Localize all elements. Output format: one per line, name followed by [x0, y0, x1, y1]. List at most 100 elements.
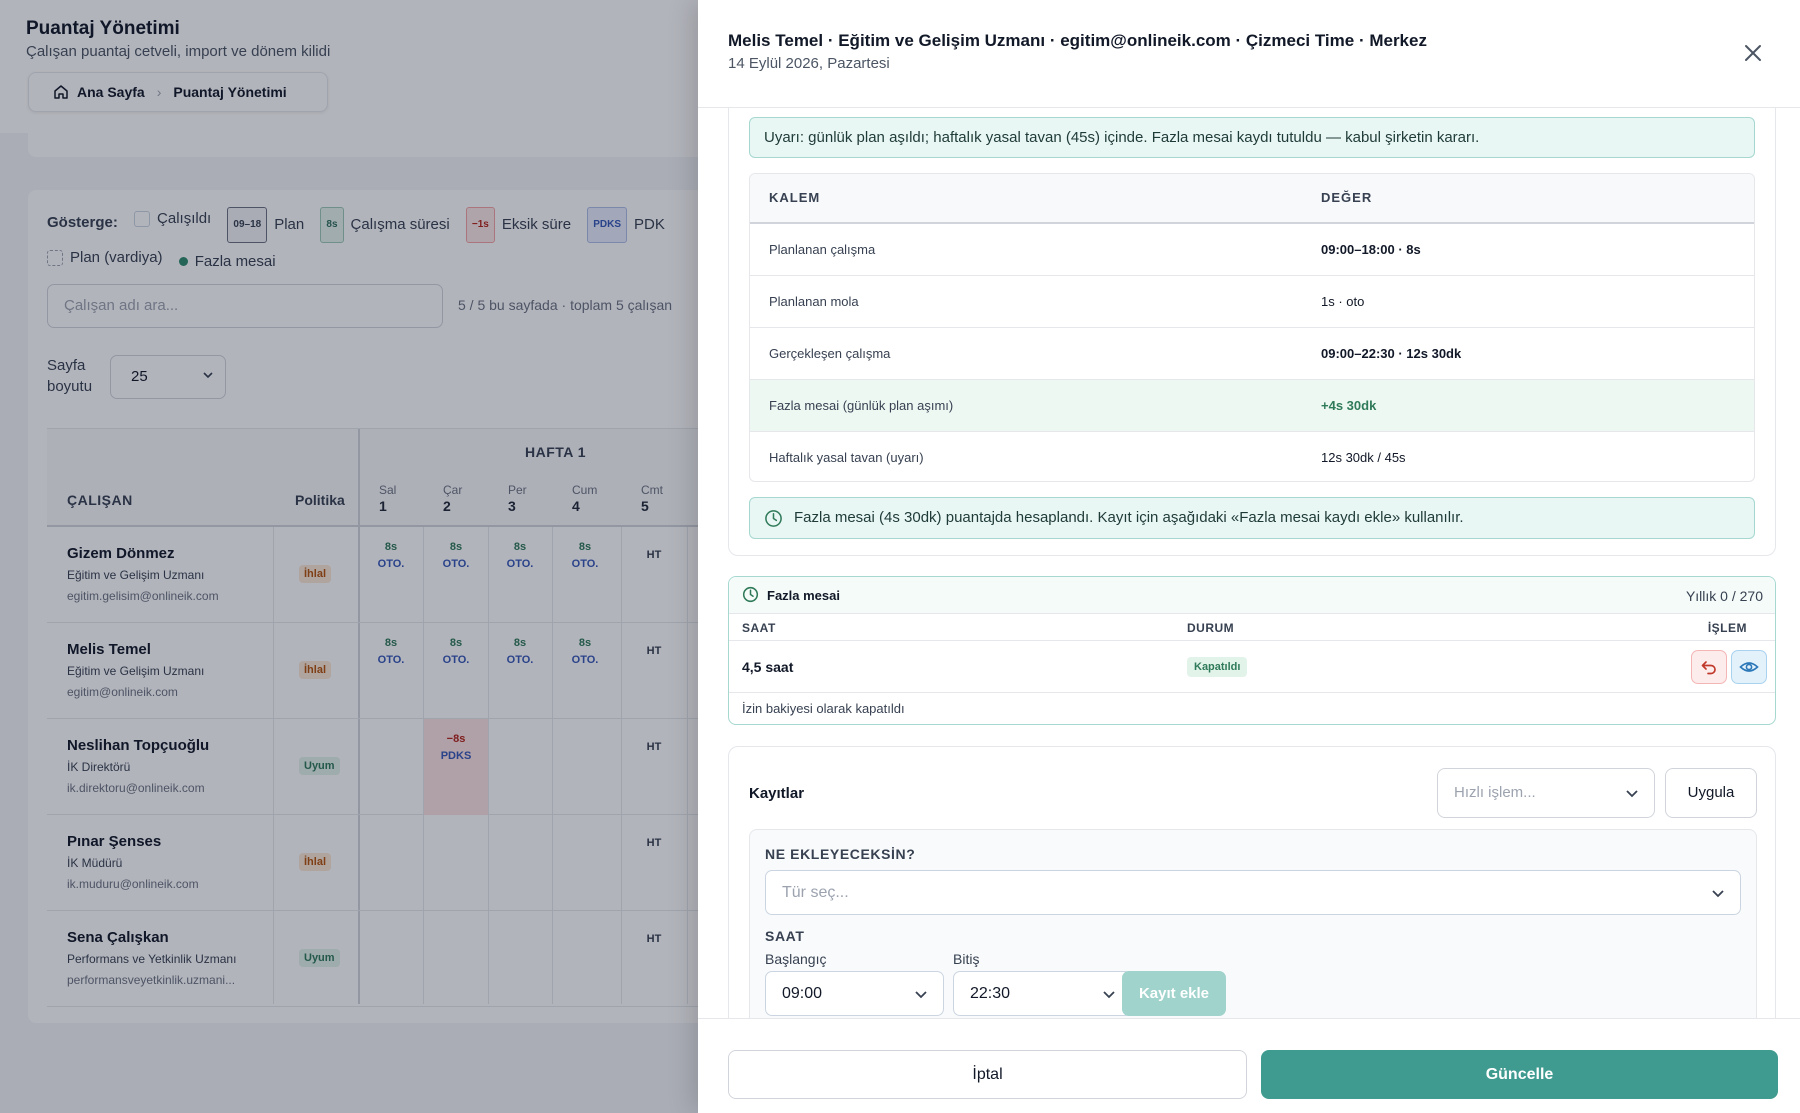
row-value: 12s 30dk / 45s: [1321, 450, 1406, 465]
table-row[interactable]: Melis Temel Eğitim ve Gelişim Uzmanı egi…: [47, 623, 747, 719]
col-islem: İŞLEM: [1707, 621, 1747, 635]
employee-search-input[interactable]: Çalışan adı ara...: [47, 284, 443, 328]
table-row: Haftalık yasal tavan (uyarı) 12s 30dk / 4…: [750, 432, 1754, 481]
day-cell[interactable]: HT: [646, 645, 662, 657]
row-key: Haftalık yasal tavan (uyarı): [769, 450, 924, 465]
employee-role: İK Müdürü: [67, 856, 123, 870]
chevron-right-icon: ›: [156, 84, 162, 100]
eye-icon: [1739, 662, 1759, 672]
cell-oto: OTO.: [377, 654, 405, 666]
drawer-date: 14 Eylül 2026, Pazartesi: [728, 55, 890, 72]
employee-role: Eğitim ve Gelişim Uzmanı: [67, 664, 205, 678]
add-record-button[interactable]: Kayıt ekle: [1122, 971, 1226, 1016]
cancel-button[interactable]: İptal: [728, 1050, 1247, 1099]
row-value: 09:00–22:30 · 12s 30dk: [1321, 346, 1462, 361]
record-type-select[interactable]: Tür seç...: [765, 870, 1741, 915]
day-cell[interactable]: HT: [646, 741, 662, 753]
day-num: 3: [508, 498, 516, 514]
apply-button[interactable]: Uygula: [1665, 768, 1757, 818]
col-value: DEĞER: [1321, 190, 1373, 205]
day-cell[interactable]: 8s OTO.: [428, 539, 484, 573]
drawer-body[interactable]: Uyarı: günlük plan aşıldı; haftalık yasa…: [698, 108, 1800, 1018]
overtime-header: Fazla mesai Yıllık 0 / 270: [729, 577, 1775, 613]
day-cell[interactable]: 8s OTO.: [557, 539, 613, 573]
overtime-note: İzin bakiyesi olarak kapatıldı: [742, 701, 905, 716]
legend-eksik-label: Eksik süre: [501, 216, 572, 233]
row-key: Planlanan çalışma: [769, 242, 876, 257]
cell-hours: 8s: [513, 637, 527, 649]
day-name: Cmt: [641, 483, 663, 497]
overtime-section: Fazla mesai Yıllık 0 / 270 SAAT DURUM İŞ…: [728, 576, 1776, 725]
legend-sure: 8s Çalışma süresi: [320, 207, 450, 243]
day-num: 2: [443, 498, 451, 514]
grid-divider: [488, 527, 489, 1004]
day-num: 5: [641, 498, 649, 514]
day-cell[interactable]: 8s OTO.: [492, 539, 548, 573]
day-cell-missing[interactable]: −8s PDKS: [424, 719, 488, 815]
view-button[interactable]: [1731, 650, 1767, 684]
day-cell[interactable]: 8s OTO.: [428, 635, 484, 669]
end-time-value: 22:30: [970, 985, 1011, 1002]
drawer-title: Melis Temel · Eğitim ve Gelişim Uzmanı ·…: [728, 31, 1427, 50]
drawer-footer: İptal Güncelle: [698, 1018, 1800, 1113]
day-header: Cmt 5: [641, 482, 701, 514]
page-size-select[interactable]: 25: [110, 355, 226, 399]
policy-badge: Uyum: [299, 757, 340, 775]
grid-divider: [423, 527, 424, 1004]
table-row[interactable]: Pınar Şenses İK Müdürü ik.muduru@onlinei…: [47, 815, 747, 911]
breadcrumb-home[interactable]: Ana Sayfa: [53, 84, 145, 100]
status-badge: Kapatıldı: [1187, 657, 1248, 677]
quick-action-select[interactable]: Hızlı işlem...: [1437, 768, 1655, 818]
grid-divider: [621, 527, 622, 1004]
employee-name: Pınar Şenses: [67, 833, 162, 850]
start-time-select[interactable]: 09:00: [765, 971, 944, 1016]
col-policy: Politika: [295, 492, 345, 508]
cell-hours: 8s: [578, 541, 592, 553]
day-name: Per: [508, 483, 527, 497]
row-value: 09:00–18:00 · 8s: [1321, 242, 1421, 257]
policy-badge: İhlal: [299, 853, 332, 871]
grid-divider: [687, 527, 688, 1004]
table-header: KALEM DEĞER: [750, 174, 1754, 224]
day-cell[interactable]: 8s OTO.: [557, 635, 613, 669]
legend-pdks: PDKS PDK: [587, 207, 665, 243]
cell-hours: 8s: [578, 637, 592, 649]
day-cell[interactable]: 8s OTO.: [492, 635, 548, 669]
legend-plan-label: Plan: [274, 216, 305, 233]
table-row[interactable]: Sena Çalışkan Performans ve Yetkinlik Uz…: [47, 911, 747, 1007]
day-cell[interactable]: HT: [646, 549, 662, 561]
warning-banner: Uyarı: günlük plan aşıldı; haftalık yasa…: [749, 117, 1755, 158]
table-row[interactable]: Gizem Dönmez Eğitim ve Gelişim Uzmanı eg…: [47, 527, 747, 623]
overtime-row: 4,5 saat Kapatıldı: [729, 641, 1775, 693]
start-label: Başlangıç: [765, 951, 827, 967]
cell-hours: 8s: [449, 637, 463, 649]
plan-chip: 09–18: [227, 207, 268, 243]
close-icon[interactable]: [1742, 42, 1764, 64]
cell-hours: 8s: [384, 637, 398, 649]
day-cell[interactable]: HT: [646, 933, 662, 945]
employee-name: Melis Temel: [67, 641, 151, 658]
day-cell[interactable]: 8s OTO.: [363, 539, 419, 573]
grid-divider: [552, 527, 553, 1004]
update-button[interactable]: Güncelle: [1261, 1050, 1778, 1099]
record-type-label: NE EKLEYECEKSİN?: [765, 846, 916, 862]
legend-plan-vardiya: Plan (vardiya): [47, 243, 163, 273]
cell-oto: OTO.: [506, 558, 534, 570]
legend-calisildi: Çalışıldı: [134, 204, 211, 234]
result-count: 5 / 5 bu sayfada · toplam 5 çalışan: [458, 297, 673, 313]
end-time-select[interactable]: 22:30: [953, 971, 1132, 1016]
legend-calisildi-label: Çalışıldı: [157, 210, 212, 227]
drawer-header: Melis Temel · Eğitim ve Gelişim Uzmanı ·…: [698, 0, 1800, 108]
row-key: Fazla mesai (günlük plan aşımı): [769, 398, 954, 413]
col-item: KALEM: [769, 190, 821, 205]
legend-pdks-label: PDK: [634, 216, 665, 233]
day-cell[interactable]: 8s OTO.: [363, 635, 419, 669]
table-row[interactable]: Neslihan Topçuoğlu İK Direktörü ik.direk…: [47, 719, 747, 815]
eksik-chip: −1s: [465, 207, 495, 243]
col-saat: SAAT: [742, 621, 776, 635]
day-cell[interactable]: HT: [646, 837, 662, 849]
undo-button[interactable]: [1691, 650, 1727, 684]
start-time-value: 09:00: [782, 985, 823, 1002]
pdks-chip: PDKS: [587, 207, 628, 243]
legend-fazla-mesai: Fazla mesai: [178, 247, 276, 277]
